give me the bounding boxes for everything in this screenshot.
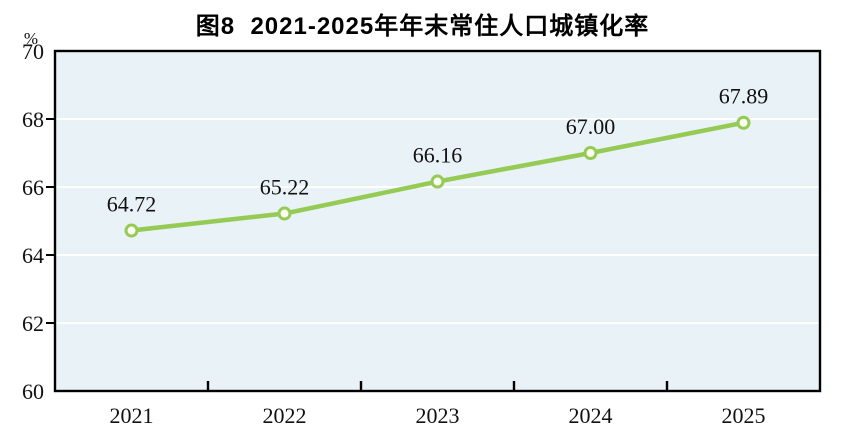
data-point-marker-2024	[583, 146, 598, 160]
y-axis-label-68: 68	[22, 107, 44, 132]
y-axis-label-60: 60	[22, 379, 44, 404]
x-axis-label-2024: 2024	[569, 403, 613, 428]
plot-border	[53, 49, 822, 393]
x-axis-label-2023: 2023	[416, 403, 460, 428]
y-axis-label-70: 70	[22, 39, 44, 64]
chart-title: 图8 2021-2025年年末常住人口城镇化率	[195, 13, 650, 40]
data-point-marker-2021	[124, 223, 139, 238]
y-axis-label-64: 64	[22, 243, 44, 268]
data-point-marker-2022	[277, 206, 292, 221]
x-axis-label-2025: 2025	[722, 403, 766, 428]
data-label-2025: 67.89	[719, 84, 769, 109]
x-axis-label-2022: 2022	[263, 403, 307, 428]
y-axis-label-62: 62	[22, 311, 44, 336]
y-axis-unit-label: %	[24, 29, 38, 48]
plot-area	[55, 51, 820, 391]
y-axis-label-66: 66	[22, 175, 44, 200]
data-label-2024: 67.00	[566, 114, 616, 139]
data-label-2021: 64.72	[107, 192, 157, 217]
data-point-marker-2023	[430, 174, 445, 189]
data-label-2023: 66.16	[413, 143, 463, 168]
x-axis-label-2021: 2021	[110, 403, 154, 428]
data-point-marker-2025	[736, 115, 751, 130]
data-label-2022: 65.22	[260, 175, 310, 200]
